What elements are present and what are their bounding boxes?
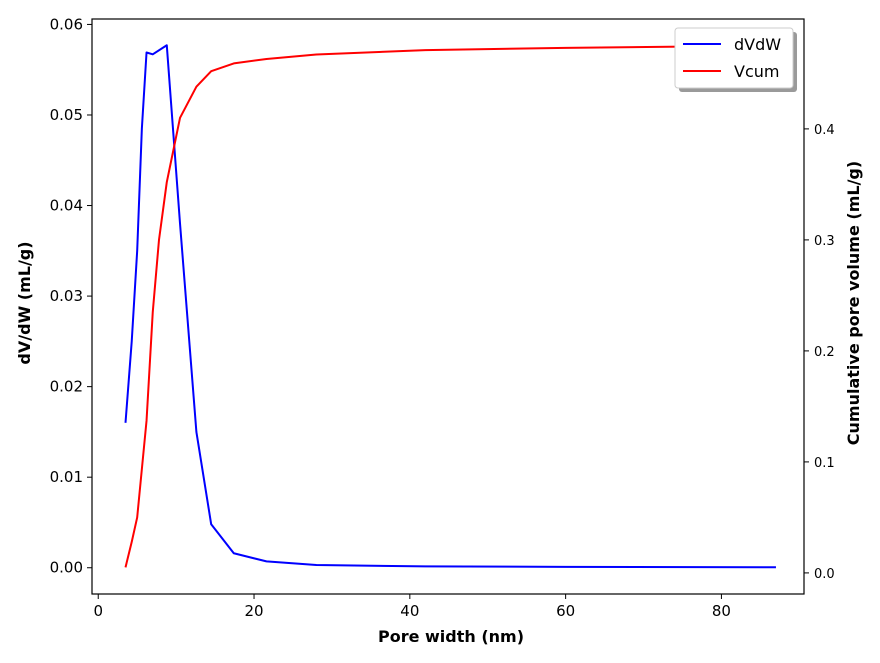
x-tick-label: 20	[244, 602, 263, 620]
y-tick-label: 0.01	[50, 468, 83, 486]
series-line-dvdw	[124, 44, 776, 569]
y-tick-label: 0.02	[50, 378, 83, 396]
legend: dVdW Vcum	[674, 27, 797, 92]
y-tick-label: 0.05	[50, 106, 83, 124]
y-axis-title: dV/dW (mL/g)	[15, 241, 34, 364]
x-axis-ticks: 0 20 40 60 80	[93, 594, 731, 620]
plot-frame	[91, 18, 805, 595]
series-line-vcum	[124, 44, 776, 568]
y-tick-label: 0.06	[50, 15, 83, 33]
y2-axis-title: Cumulative pore volume (mL/g)	[844, 161, 863, 445]
y-tick-label: 0.00	[50, 559, 83, 577]
x-tick-label: 0	[93, 602, 103, 620]
y2-tick-label: 0.2	[814, 345, 835, 360]
y2-tick-label: 0.4	[814, 123, 835, 138]
y-tick-label: 0.03	[50, 287, 83, 305]
y2-axis-ticks: 0.0 0.1 0.2 0.3 0.4	[804, 123, 835, 582]
series-layer	[124, 44, 776, 569]
y2-tick-label: 0.3	[814, 234, 835, 249]
y2-tick-label: 0.1	[814, 456, 835, 471]
y2-tick-label: 0.0	[814, 567, 835, 582]
legend-label-vcum: Vcum	[734, 62, 779, 81]
x-tick-label: 60	[556, 602, 575, 620]
plot-area	[92, 19, 804, 594]
x-tick-label: 80	[712, 602, 731, 620]
y-axis-ticks: 0.00 0.01 0.02 0.03 0.04 0.05 0.06	[50, 15, 92, 577]
legend-label-dvdw: dVdW	[734, 35, 781, 54]
x-tick-label: 40	[400, 602, 419, 620]
x-axis-title: Pore width (nm)	[378, 627, 524, 646]
y-tick-label: 0.04	[50, 197, 83, 215]
